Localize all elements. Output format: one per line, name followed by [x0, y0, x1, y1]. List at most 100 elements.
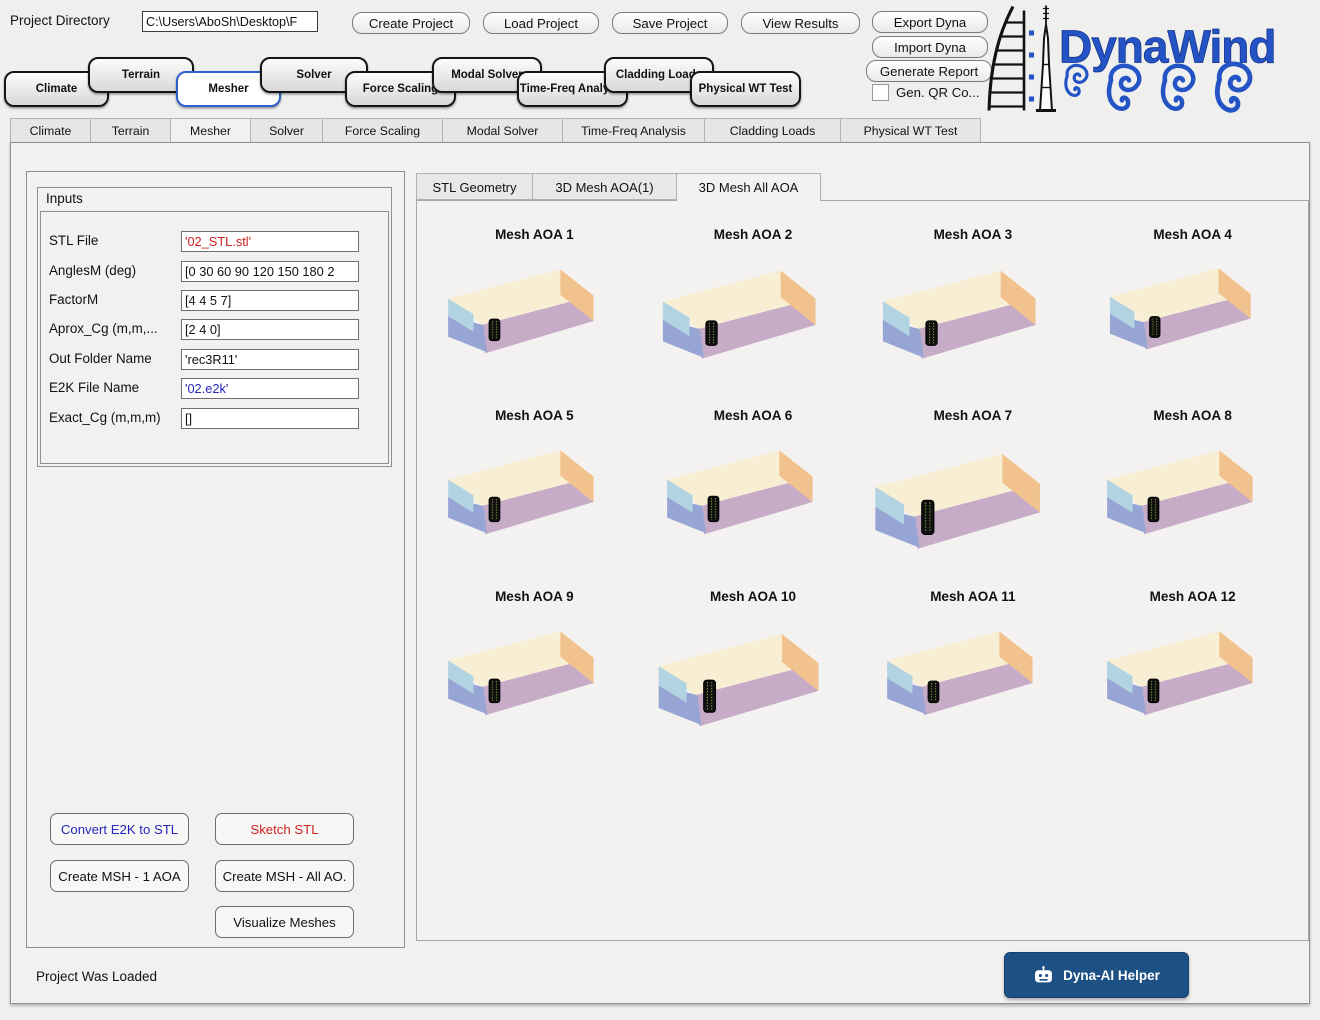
domain-box-face [882, 301, 910, 337]
domain-box-face [481, 295, 594, 354]
visualize-meshes-button[interactable]: Visualize Meshes [215, 906, 354, 938]
domain-box-face [700, 476, 813, 535]
mesh-plot-title: Mesh AOA 4 [1153, 227, 1232, 242]
field-input-aprox-cg-m-m[interactable] [181, 319, 359, 340]
domain-box-face [560, 269, 594, 322]
field-row-stl-file: STL File [41, 231, 388, 253]
domain-box-face [875, 487, 905, 525]
tab-mesher[interactable]: Mesher [171, 119, 251, 143]
mesh-plot-cell: Mesh AOA 7 [862, 406, 1083, 587]
domain-box-face [779, 450, 813, 503]
project-directory-label: Project Directory [10, 13, 110, 28]
domain-box-face [920, 657, 1033, 716]
mesh-tab-stl-geometry[interactable]: STL Geometry [416, 173, 533, 200]
field-row-e2k-file-name: E2K File Name [41, 378, 388, 400]
domain-box-face [448, 269, 594, 325]
mesh-plot-title: Mesh AOA 1 [495, 227, 574, 242]
main-panel: Inputs STL File AnglesM (deg) FactorM Aprox… [10, 142, 1310, 1004]
domain-box-face [1106, 497, 1146, 534]
domain-box-face [781, 634, 819, 691]
mesh-plot-cell: Mesh AOA 12 [1095, 587, 1291, 768]
building-mesh [705, 320, 718, 346]
building-mesh [488, 678, 501, 704]
domain-box-face [448, 479, 474, 513]
field-label-e2k-file-name: E2K File Name [49, 380, 140, 395]
left-panel: Inputs STL File AnglesM (deg) FactorM Aprox… [26, 171, 405, 948]
mesh-plot-cell: Mesh AOA 4 [1098, 225, 1288, 406]
building-mesh [927, 680, 940, 704]
mesh-plot-cell: Mesh AOA 8 [1095, 406, 1291, 587]
project-directory-input[interactable] [142, 11, 318, 32]
tab-terrain[interactable]: Terrain [91, 119, 171, 143]
field-row-factorm: FactorM [41, 290, 388, 312]
domain-box-face [1218, 268, 1251, 319]
field-input-e2k-file-name[interactable] [181, 378, 359, 399]
load-project-button[interactable]: Load Project [483, 12, 599, 34]
inputs-panel: Inputs STL File AnglesM (deg) FactorM Aprox… [37, 187, 392, 467]
domain-box-face [1106, 479, 1133, 513]
generate-report-button[interactable]: Generate Report [866, 60, 992, 82]
domain-box-face [882, 319, 924, 358]
tab-modal-solver[interactable]: Modal Solver [443, 119, 563, 143]
mesh-plot-cell: Mesh AOA 5 [436, 406, 632, 587]
sketch-stl-button[interactable]: Sketch STL [215, 813, 354, 845]
tab-physical-wt-test[interactable]: Physical WT Test [841, 119, 981, 143]
export-dyna-button[interactable]: Export Dyna [872, 11, 988, 33]
create-msh-1-aoa-button[interactable]: Create MSH - 1 AOA [50, 860, 189, 892]
dyna-ai-helper-button[interactable]: Dyna-AI Helper [1004, 952, 1189, 998]
domain-box-face [999, 631, 1033, 684]
nav-button-physical-wt-test[interactable]: Physical WT Test [690, 71, 801, 107]
save-project-button[interactable]: Save Project [612, 12, 728, 34]
import-dyna-button[interactable]: Import Dyna [872, 36, 988, 58]
convert-e2k-to-stl-button[interactable]: Convert E2K to STL [50, 813, 189, 845]
tab-solver[interactable]: Solver [251, 119, 323, 143]
qr-checkbox[interactable] [872, 84, 889, 101]
tab-force-scaling[interactable]: Force Scaling [323, 119, 443, 143]
mesh-tab-3d-mesh-all-aoa[interactable]: 3D Mesh All AOA [677, 173, 821, 201]
domain-box-face [780, 270, 816, 325]
domain-box-face [448, 678, 488, 715]
inputs-panel-title: Inputs [46, 191, 83, 206]
field-input-out-folder-name[interactable] [181, 349, 359, 370]
create-project-button[interactable]: Create Project [352, 12, 470, 34]
qr-checkbox-label: Gen. QR Co... [896, 85, 980, 100]
mesh-grid: Mesh AOA 1 Mesh AOA 2 Mesh AOA 3 Mesh AOA 4… [425, 225, 1302, 936]
mesh-3d-plot [1106, 450, 1253, 535]
tab-time-freq-analysis[interactable]: Time-Freq Analysis [563, 119, 705, 143]
field-row-anglesm-deg: AnglesM (deg) [41, 261, 388, 283]
domain-box-face [481, 476, 594, 535]
field-label-out-folder-name: Out Folder Name [49, 351, 152, 366]
view-results-button[interactable]: View Results [741, 12, 860, 34]
dynawind-logo: DynaWind [983, 2, 1318, 115]
domain-box-face [667, 450, 813, 506]
tab-climate[interactable]: Climate [11, 119, 91, 143]
domain-box-face [1139, 657, 1253, 716]
field-input-stl-file[interactable] [181, 231, 359, 252]
building-mesh [921, 499, 935, 536]
mesh-tab-3d-mesh-aoa-1[interactable]: 3D Mesh AOA(1) [533, 173, 677, 200]
mesh-plot-cell: Mesh AOA 11 [875, 587, 1071, 768]
field-input-factorm[interactable] [181, 290, 359, 311]
field-label-anglesm-deg: AnglesM (deg) [49, 263, 137, 278]
mesh-3d-plot [1106, 631, 1253, 716]
domain-box-face [1106, 678, 1146, 715]
domain-box-face [1002, 453, 1041, 513]
field-input-exact-cg-m-m-m[interactable] [181, 408, 359, 429]
tab-cladding-loads[interactable]: Cladding Loads [705, 119, 841, 143]
mesh-3d-plot [448, 269, 594, 354]
domain-box-face [913, 483, 1041, 549]
domain-box-face [695, 662, 819, 727]
domain-box-face [1106, 660, 1133, 694]
mesh-plot-title: Mesh AOA 9 [495, 589, 574, 604]
domain-box-face [875, 453, 1041, 517]
domain-box-face [882, 270, 1036, 330]
field-row-exact-cg-m-m-m: Exact_Cg (m,m,m) [41, 408, 388, 430]
mesh-plot-title: Mesh AOA 6 [713, 408, 793, 423]
building-mesh [703, 679, 717, 713]
mesh-3d-plot [662, 270, 816, 359]
mesh-panel: STL Geometry 3D Mesh AOA(1) 3D Mesh All AO… [416, 173, 1309, 941]
create-msh-all-ao-button[interactable]: Create MSH - All AO. [215, 860, 354, 892]
mesh-plot-cell: Mesh AOA 10 [645, 587, 861, 768]
field-input-anglesm-deg[interactable] [181, 261, 359, 282]
mesh-content: Mesh AOA 1 Mesh AOA 2 Mesh AOA 3 Mesh AOA 4… [416, 200, 1309, 941]
